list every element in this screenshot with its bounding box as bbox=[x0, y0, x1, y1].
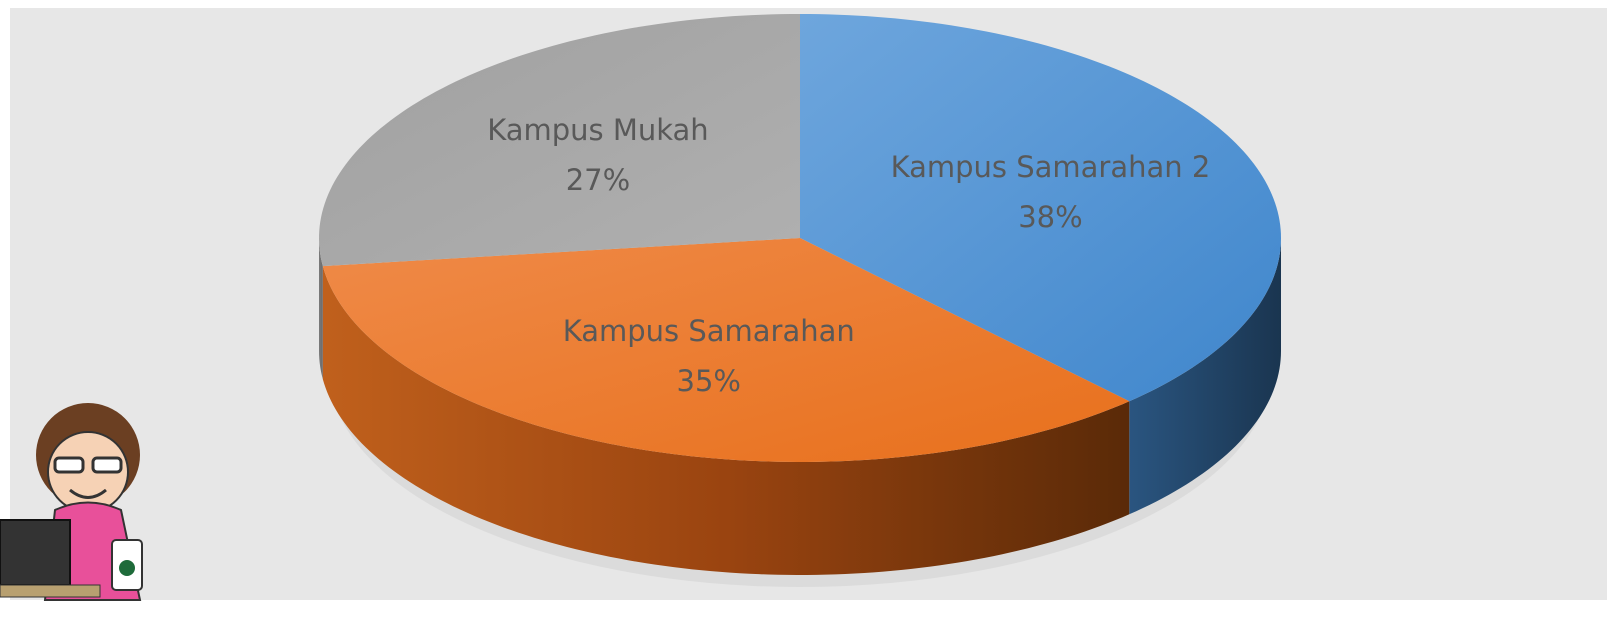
category-label: Kampus Mukah bbox=[433, 105, 763, 155]
page: Kampus Samarahan 238%Kampus Samarahan35%… bbox=[0, 0, 1617, 618]
category-label: Kampus Samarahan 2 bbox=[885, 142, 1215, 192]
value-label: 27% bbox=[433, 155, 763, 205]
value-label: 38% bbox=[885, 192, 1215, 242]
value-label: 35% bbox=[544, 356, 874, 406]
category-label: Kampus Samarahan bbox=[544, 306, 874, 356]
